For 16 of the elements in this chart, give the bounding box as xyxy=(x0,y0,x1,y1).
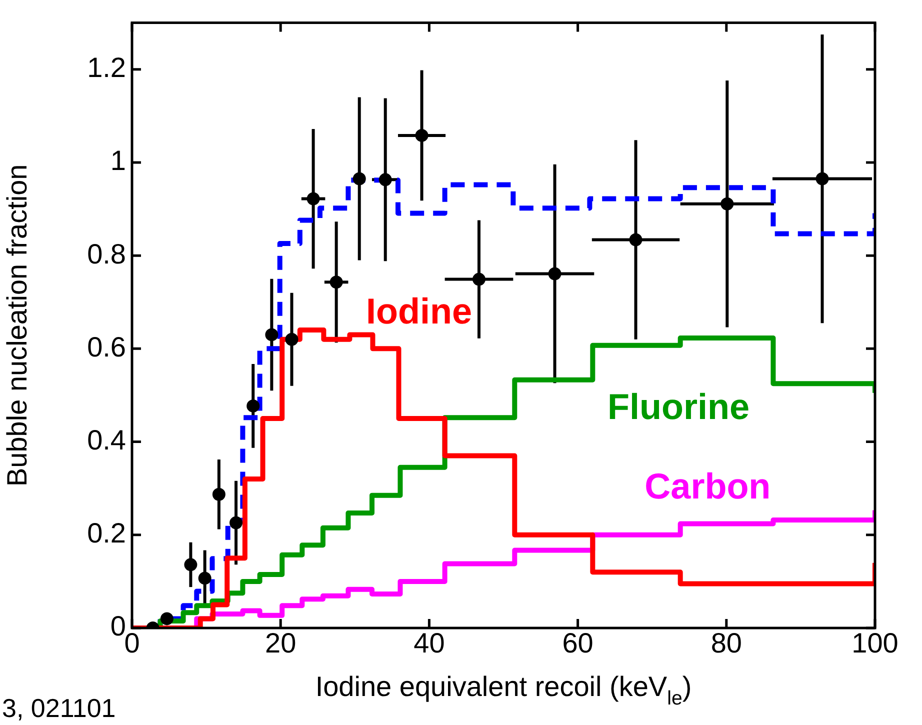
y-tick-label: 0.4 xyxy=(87,424,126,456)
x-tick-label: 60 xyxy=(562,628,594,659)
y-axis-title: Bubble nucleation fraction xyxy=(2,164,33,487)
text: 3, 021101 xyxy=(2,693,116,724)
y-tick-label: 0.6 xyxy=(87,331,126,362)
y-tick-label: 1.2 xyxy=(87,52,126,84)
series-label: Carbon xyxy=(644,465,771,506)
y-tick-label: 1 xyxy=(110,145,126,176)
x-tick-label: 20 xyxy=(265,628,296,659)
y-tick-label: 0.2 xyxy=(87,518,126,549)
x-tick-label: 100 xyxy=(852,628,898,659)
series-label: Fluorine xyxy=(608,386,750,428)
x-tick-label: 80 xyxy=(710,628,742,659)
x-tick-label: 40 xyxy=(414,628,445,659)
y-tick-label: 0.8 xyxy=(87,238,126,270)
series-label: Iodine xyxy=(366,290,472,332)
